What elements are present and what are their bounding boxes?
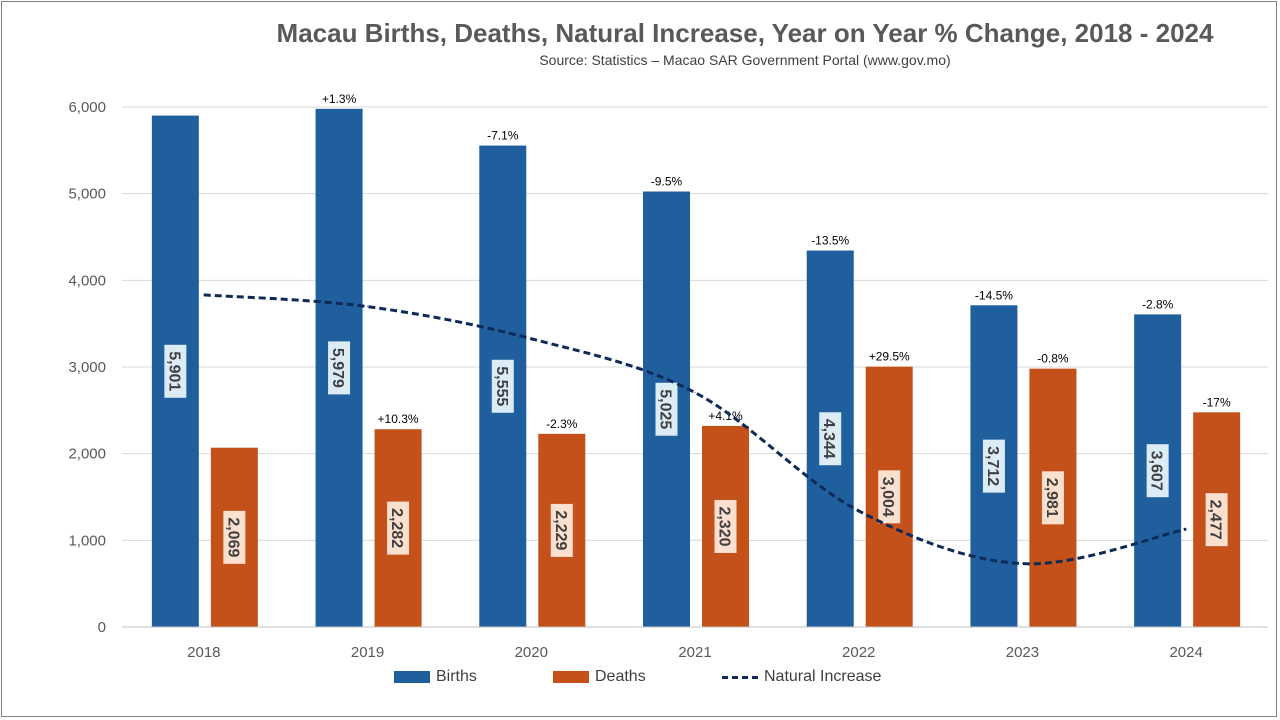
value-label-deaths-text: 2,477 [1207, 500, 1224, 540]
y-tick-label: 2,000 [68, 446, 106, 463]
legend-item-natural-increase: Natural Increase [722, 668, 881, 686]
yoy-label-deaths: -2.3% [546, 417, 578, 431]
y-tick-label: 1,000 [68, 532, 106, 549]
legend-label-births: Births [436, 668, 477, 685]
value-label-deaths-bg [223, 510, 246, 564]
value-label-deaths-bg [714, 499, 737, 553]
value-label-deaths: 3,004 [878, 470, 901, 524]
legend-item-births: Births [394, 668, 477, 686]
legend-item-deaths: Deaths [553, 668, 646, 686]
value-label-births-bg [819, 412, 842, 466]
yoy-label-deaths: -17% [1203, 395, 1231, 409]
value-label-births-text: 4,344 [820, 419, 837, 459]
value-label-deaths: 2,069 [223, 510, 246, 564]
value-label-births-text: 5,555 [493, 366, 510, 406]
value-label-deaths-bg [1041, 471, 1064, 525]
point-natural-increase [530, 338, 532, 340]
value-label-births-text: 5,979 [329, 348, 346, 388]
value-label-births-text: 5,025 [657, 389, 674, 429]
yoy-label-deaths: +10.3% [378, 412, 419, 426]
value-label-births: 5,901 [164, 344, 187, 398]
value-label-deaths-text: 2,320 [716, 506, 733, 546]
value-label-births: 5,979 [328, 341, 351, 395]
value-label-births-bg [328, 341, 351, 395]
series-line-natural-increase [203, 293, 1187, 566]
y-tick-label: 5,000 [68, 186, 106, 203]
x-tick-label: 2024 [1169, 644, 1202, 661]
value-label-deaths-bg [1205, 493, 1228, 547]
value-label-births-bg [655, 382, 678, 436]
x-tick-label: 2020 [515, 644, 548, 661]
value-label-births: 3,712 [982, 439, 1005, 493]
point-natural-increase [694, 392, 696, 394]
value-label-deaths-text: 2,069 [224, 517, 241, 557]
x-tick-label: 2018 [187, 644, 220, 661]
value-label-deaths-text: 3,004 [879, 477, 896, 517]
value-label-deaths: 2,229 [550, 503, 573, 557]
value-label-deaths-text: 2,282 [388, 508, 405, 548]
value-label-births: 5,555 [491, 359, 514, 413]
yoy-label-births: -7.1% [487, 129, 519, 143]
chart-subtitle: Source: Statistics – Macao SAR Governmen… [539, 52, 951, 68]
value-label-births-bg [982, 439, 1005, 493]
yoy-label-births: -14.5% [975, 288, 1013, 302]
yoy-label-births: -9.5% [651, 175, 683, 189]
x-tick-label: 2022 [842, 644, 875, 661]
point-natural-increase [1021, 563, 1023, 565]
value-label-births-bg [164, 344, 187, 398]
value-label-births-text: 3,607 [1148, 451, 1165, 491]
legend-swatch-deaths [553, 671, 589, 683]
value-label-deaths-text: 2,229 [552, 510, 569, 550]
value-label-births-bg [491, 359, 514, 413]
point-natural-increase [858, 510, 860, 512]
point-natural-increase [367, 306, 369, 308]
legend-swatch-births [394, 671, 430, 683]
point-natural-increase [203, 294, 205, 296]
value-label-deaths: 2,282 [387, 501, 410, 555]
value-label-births: 4,344 [819, 412, 842, 466]
value-label-deaths: 2,981 [1041, 471, 1064, 525]
value-label-births: 5,025 [655, 382, 678, 436]
legend-label-deaths: Deaths [595, 668, 646, 685]
y-tick-label: 4,000 [68, 272, 106, 289]
value-label-deaths: 2,320 [714, 499, 737, 553]
x-tick-label: 2021 [678, 644, 711, 661]
value-label-births: 3,607 [1146, 444, 1169, 498]
value-label-births-text: 5,901 [165, 351, 182, 391]
y-tick-label: 3,000 [68, 359, 106, 376]
value-label-deaths-text: 2,981 [1043, 478, 1060, 518]
value-label-deaths-bg [878, 470, 901, 524]
value-label-deaths: 2,477 [1205, 493, 1228, 547]
y-tick-label: 0 [98, 619, 106, 636]
yoy-label-births: +1.3% [322, 92, 357, 106]
point-natural-increase [1185, 528, 1187, 530]
yoy-label-births: -2.8% [1142, 297, 1174, 311]
legend-label-natural-increase: Natural Increase [764, 668, 882, 685]
y-tick-label: 6,000 [68, 99, 106, 116]
x-tick-label: 2023 [1006, 644, 1039, 661]
value-label-births-bg [1146, 444, 1169, 498]
value-label-deaths-bg [550, 503, 573, 557]
legend: Births Deaths Natural Increase [0, 668, 1280, 688]
yoy-label-deaths: +29.5% [869, 350, 910, 364]
value-label-deaths-bg [387, 501, 410, 555]
chart-title: Macau Births, Deaths, Natural Increase, … [276, 18, 1214, 48]
value-label-births-text: 3,712 [984, 446, 1001, 486]
x-tick-label: 2019 [351, 644, 384, 661]
yoy-label-births: -13.5% [811, 234, 849, 248]
yoy-label-deaths: -0.8% [1037, 352, 1069, 366]
legend-swatch-natural-increase [722, 675, 758, 679]
